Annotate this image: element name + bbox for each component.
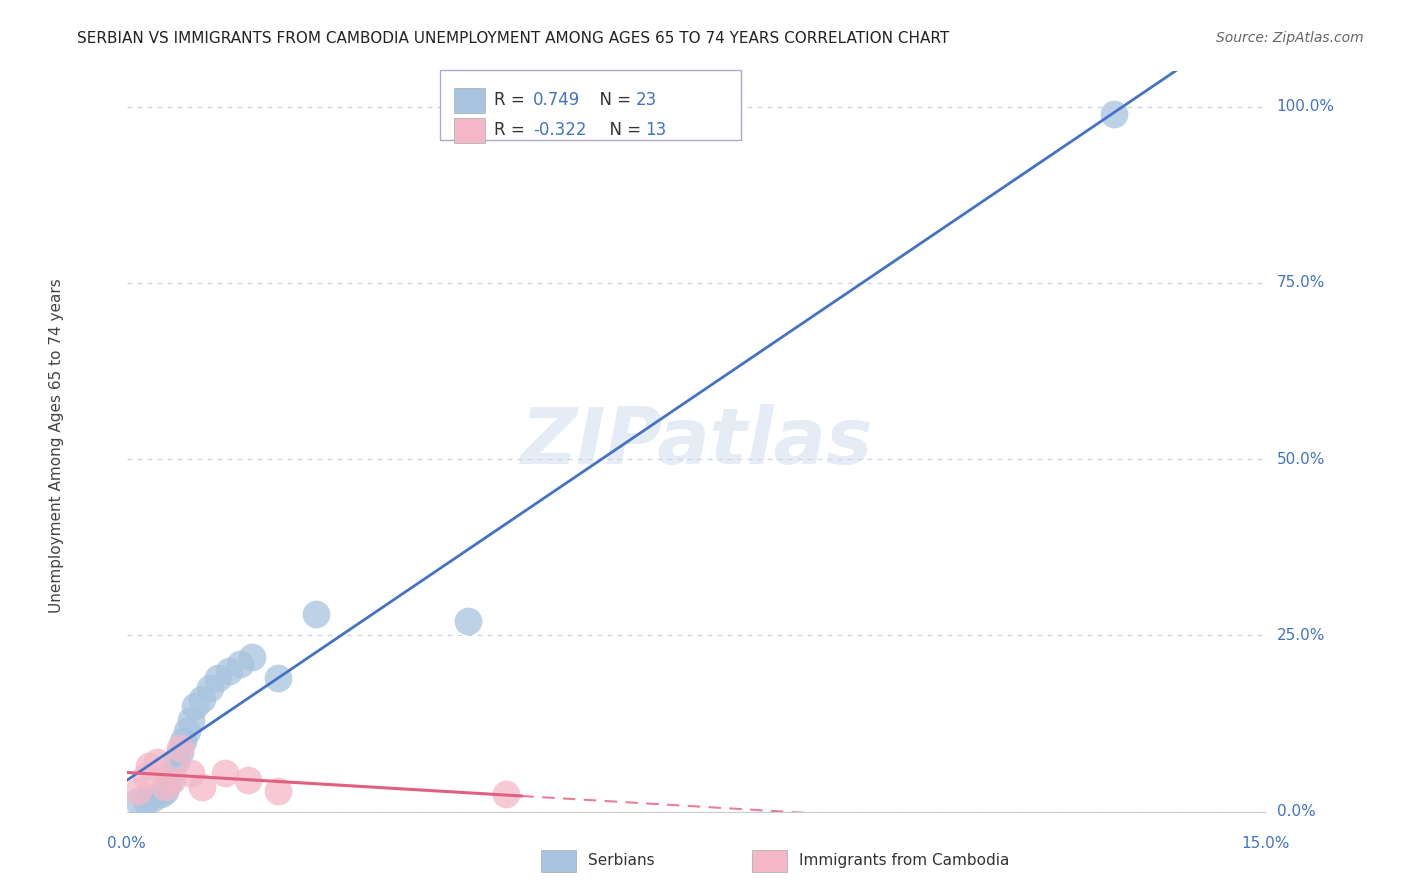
Point: [495, 787, 517, 801]
Point: [160, 766, 183, 780]
Text: N =: N =: [599, 121, 647, 139]
Text: 25.0%: 25.0%: [1277, 628, 1326, 643]
Point: [184, 698, 207, 713]
Text: 100.0%: 100.0%: [1277, 99, 1334, 114]
Point: [149, 787, 172, 801]
Point: [172, 734, 194, 748]
Point: [180, 713, 202, 727]
Point: [135, 794, 156, 808]
Text: Serbians: Serbians: [588, 854, 654, 868]
Text: ZIPatlas: ZIPatlas: [520, 403, 872, 480]
Text: R =: R =: [494, 121, 530, 139]
Point: [169, 745, 191, 759]
Point: [207, 671, 229, 685]
Text: -0.322: -0.322: [533, 121, 586, 139]
Point: [169, 741, 191, 756]
Text: 0.0%: 0.0%: [1277, 805, 1316, 819]
Point: [165, 756, 187, 770]
Point: [1102, 106, 1125, 120]
Text: R =: R =: [494, 91, 530, 109]
Point: [127, 783, 149, 797]
Point: [138, 759, 160, 773]
Text: SERBIAN VS IMMIGRANTS FROM CAMBODIA UNEMPLOYMENT AMONG AGES 65 TO 74 YEARS CORRE: SERBIAN VS IMMIGRANTS FROM CAMBODIA UNEM…: [77, 31, 949, 46]
Point: [176, 723, 198, 738]
Point: [214, 766, 236, 780]
Text: 15.0%: 15.0%: [1241, 837, 1289, 851]
Point: [457, 615, 479, 629]
Point: [229, 657, 252, 671]
Text: 0.749: 0.749: [533, 91, 581, 109]
Point: [135, 769, 156, 783]
Point: [191, 780, 214, 794]
Text: 23: 23: [636, 91, 657, 109]
Point: [267, 783, 290, 797]
Text: Unemployment Among Ages 65 to 74 years: Unemployment Among Ages 65 to 74 years: [49, 278, 63, 614]
Text: N =: N =: [589, 91, 637, 109]
Point: [240, 649, 263, 664]
Point: [142, 790, 165, 805]
Point: [146, 756, 169, 770]
Text: 0.0%: 0.0%: [107, 837, 146, 851]
Point: [236, 772, 259, 787]
Point: [198, 681, 221, 696]
Point: [153, 780, 176, 794]
Point: [218, 664, 240, 678]
Point: [267, 671, 290, 685]
Point: [157, 776, 180, 790]
Text: 50.0%: 50.0%: [1277, 451, 1326, 467]
Point: [191, 692, 214, 706]
Point: [153, 783, 176, 797]
Point: [180, 766, 202, 780]
Point: [160, 772, 183, 787]
Text: Immigrants from Cambodia: Immigrants from Cambodia: [799, 854, 1010, 868]
Point: [127, 794, 149, 808]
Text: 13: 13: [645, 121, 666, 139]
Text: Source: ZipAtlas.com: Source: ZipAtlas.com: [1216, 31, 1364, 45]
Text: 75.0%: 75.0%: [1277, 276, 1326, 291]
Point: [305, 607, 328, 622]
